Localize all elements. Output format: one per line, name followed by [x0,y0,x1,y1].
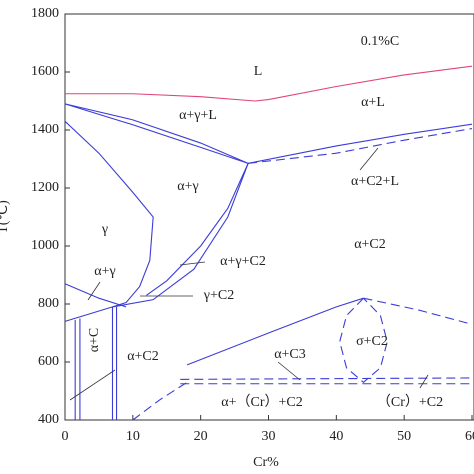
region-label: （Cr）+C2 [377,394,443,410]
y-tick-label: 600 [38,354,59,369]
phase-line [64,306,113,322]
y-tick-label: 1600 [31,64,59,79]
region-label: α+L [361,95,385,110]
region-label: α+C3 [274,347,306,362]
leader-line [359,147,379,171]
leader-line [179,261,206,266]
y-axis-label: T(℃) [0,200,11,234]
leader-line [69,369,116,401]
region-label: γ [101,222,108,237]
region-label: α+C2+L [351,174,399,189]
x-tick-label: 50 [397,429,411,444]
region-label: α+C2 [127,349,159,364]
region-label: σ+C2 [356,334,388,349]
region-label: α+γ [94,264,115,279]
phase-line [363,297,473,325]
x-tick-label: 20 [194,429,208,444]
x-tick-label: 0 [62,429,69,444]
leader-line [87,281,101,301]
region-label: α+γ+L [179,108,217,123]
y-tick-label: 400 [38,412,59,427]
region-label: α+C [87,328,102,353]
y-tick-label: 1800 [31,6,59,21]
y-tick-label: 1400 [31,122,59,137]
region-label: α+γ [177,179,198,194]
phase-line [64,103,249,164]
phase-line [64,120,154,308]
phase-line [180,377,473,380]
plot-frame [64,13,474,421]
phase-line [339,297,388,384]
region-label: α+C2 [354,237,386,252]
phase-line [65,65,473,102]
leader-line [277,361,301,381]
region-label: 0.1%C [361,34,400,49]
x-tick-label: 30 [262,429,276,444]
y-tick-label: 1200 [31,180,59,195]
leader-line [419,374,429,389]
phase-line [64,283,127,308]
phase-line [248,128,473,164]
x-tick-label: 60 [465,429,474,444]
phase-line [248,123,473,164]
x-tick-label: 10 [126,429,140,444]
region-label: α+（Cr）+C2 [221,394,302,410]
phase-line [64,103,249,164]
y-tick-label: 800 [38,296,59,311]
y-tick-label: 1000 [31,238,59,253]
phase-line [146,163,249,296]
region-label: γ+C2 [203,288,234,303]
phase-line [186,297,364,366]
region-label: L [254,64,263,79]
x-axis-label: Cr% [253,455,279,470]
x-tick-label: 40 [329,429,343,444]
region-label: α+γ+C2 [220,254,266,269]
phase-line [112,163,249,308]
phase-line [132,381,188,421]
